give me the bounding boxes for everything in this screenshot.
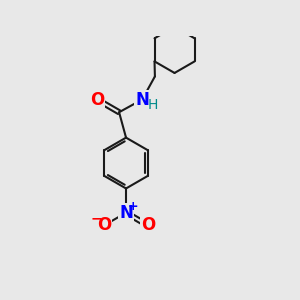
Text: −: − (90, 212, 102, 226)
Text: N: N (135, 91, 149, 109)
Text: O: O (141, 216, 155, 234)
Text: N: N (119, 204, 133, 222)
Text: O: O (97, 216, 111, 234)
Text: O: O (90, 91, 104, 109)
Text: H: H (148, 98, 158, 112)
Text: +: + (128, 200, 139, 213)
